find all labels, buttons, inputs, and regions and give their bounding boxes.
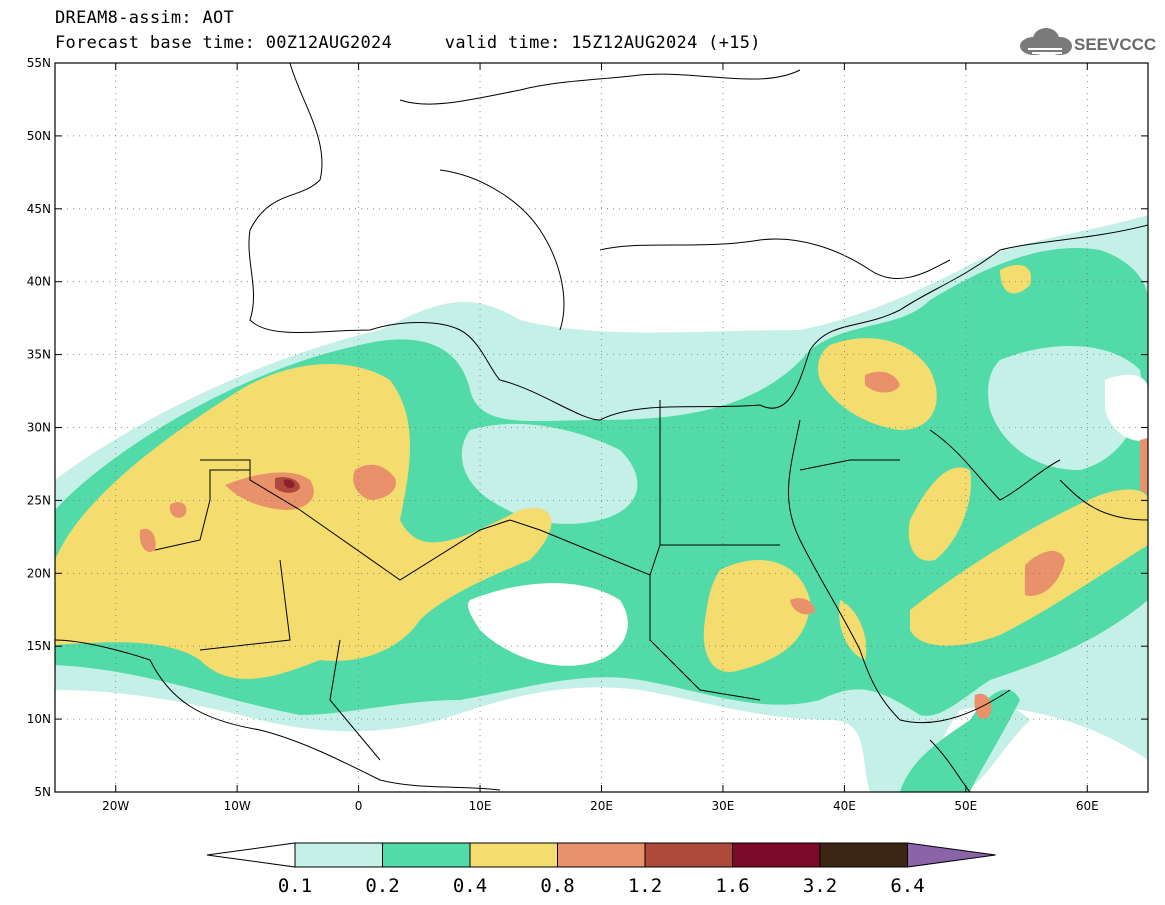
colorbar-label: 0.2: [365, 875, 399, 897]
colorbar-arrow-low: [206, 842, 296, 868]
lat-tick-label: 40N: [27, 275, 51, 289]
colorbar-label: 3.2: [803, 875, 837, 897]
colorbar-segment: [819, 842, 908, 868]
colorbar-segment: [469, 842, 558, 868]
aot-band-0.4: [55, 363, 552, 679]
coastlines-borders: [55, 63, 1148, 792]
colorbar-label: 1.2: [628, 875, 662, 897]
colorbar-segment: [382, 842, 471, 868]
colorbar-label: 6.4: [890, 875, 924, 897]
colorbar-segment: [732, 842, 821, 868]
lon-tick-label: 10W: [224, 799, 251, 813]
lon-tick-label: 60E: [1076, 799, 1099, 813]
aot-field: [55, 63, 1148, 792]
longitude-ticks: 20W 10W 0 10E 20E 30E 40E 50E 60E: [102, 63, 1099, 813]
seevccc-logo: SEEVCCC: [1020, 28, 1156, 55]
lat-tick-label: 5N: [34, 785, 51, 799]
lat-tick-label: 50N: [27, 129, 51, 143]
colorbar-label: 0.4: [453, 875, 487, 897]
lon-tick-label: 30E: [712, 799, 735, 813]
lon-tick-label: 10E: [469, 799, 492, 813]
lat-tick-label: 30N: [27, 421, 51, 435]
lon-tick-label: 50E: [954, 799, 977, 813]
lat-tick-label: 10N: [27, 712, 51, 726]
lat-tick-label: 15N: [27, 639, 51, 653]
colorbar-label: 0.8: [540, 875, 574, 897]
lat-tick-label: 55N: [27, 56, 51, 70]
lat-tick-label: 20N: [27, 566, 51, 580]
lon-tick-label: 20E: [590, 799, 613, 813]
time-info: Forecast base time: 00Z12AUG2024 valid t…: [55, 33, 761, 53]
colorbar-label: 1.6: [715, 875, 749, 897]
lat-tick-label: 25N: [27, 493, 51, 507]
lat-tick-label: 45N: [27, 202, 51, 216]
lon-tick-label: 20W: [102, 799, 129, 813]
cloud-icon: [1020, 28, 1072, 55]
colorbar-segment: [644, 842, 733, 868]
logo-text: SEEVCCC: [1074, 35, 1156, 54]
colorbar-label: 0.1: [278, 875, 312, 897]
graticule: [55, 63, 1148, 792]
lat-tick-label: 35N: [27, 348, 51, 362]
lon-tick-label: 40E: [833, 799, 856, 813]
latitude-ticks: 55N 50N 45N 40N 35N 30N 25N 20N 15N 10N 5N: [27, 56, 1148, 799]
lon-tick-label: 0: [355, 799, 363, 813]
colorbar-segment: [294, 842, 383, 868]
colorbar-arrow-high: [907, 842, 996, 868]
chart-title: DREAM8-assim: AOT: [55, 8, 235, 28]
colorbar-segment: [557, 842, 646, 868]
colorbar: 0.1 0.2 0.4 0.8 1.2 1.6 3.2 6.4: [206, 842, 996, 897]
